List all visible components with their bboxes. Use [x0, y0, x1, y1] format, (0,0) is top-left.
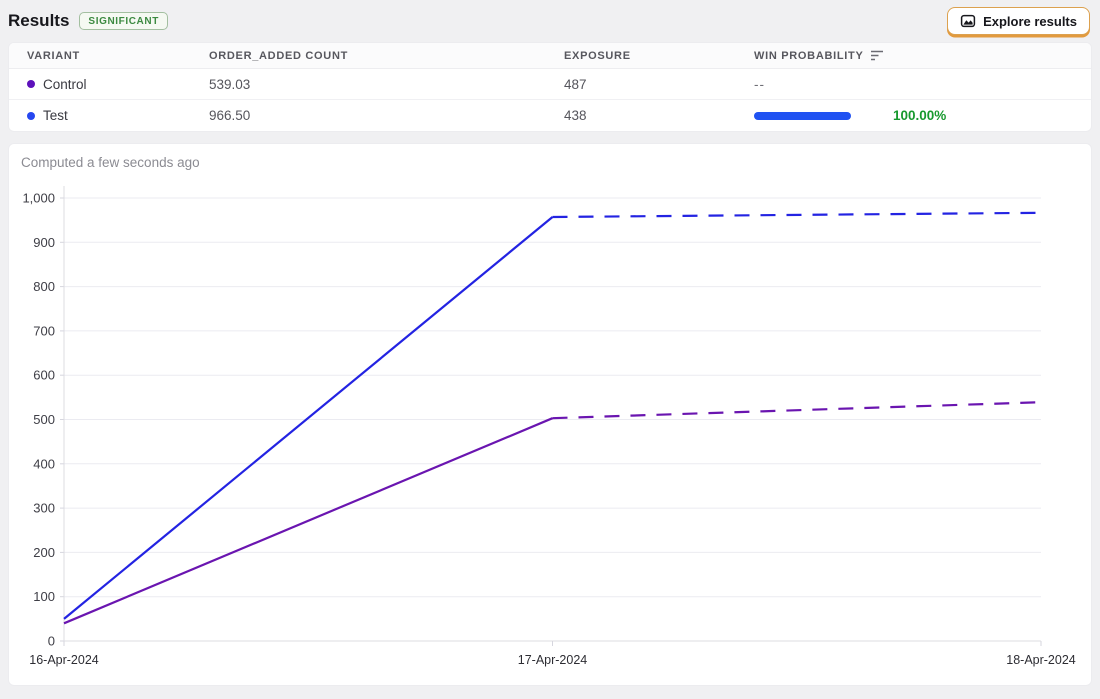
- results-table: VARIANT ORDER_ADDED COUNT EXPOSURE WIN P…: [8, 42, 1092, 132]
- test-color-dot: [27, 111, 35, 120]
- svg-text:200: 200: [33, 545, 55, 560]
- order-added-count-test: 966.50: [209, 108, 251, 123]
- svg-text:400: 400: [33, 456, 55, 471]
- svg-text:0: 0: [48, 634, 55, 649]
- results-header: Results SIGNIFICANT Explore results: [0, 0, 1100, 42]
- svg-text:500: 500: [33, 412, 55, 427]
- svg-text:700: 700: [33, 323, 55, 338]
- win-probability-value: 100.00%: [893, 108, 947, 123]
- explore-results-label: Explore results: [983, 13, 1077, 29]
- page-title: Results: [8, 10, 70, 30]
- significant-badge: SIGNIFICANT: [79, 11, 168, 30]
- table-row-control: Control 539.03 487 --: [9, 69, 1091, 100]
- control-color-dot: [27, 80, 35, 88]
- svg-text:600: 600: [33, 368, 55, 383]
- variant-cell-control: Control: [27, 77, 209, 92]
- column-header-variant: VARIANT: [27, 49, 80, 62]
- svg-text:17-Apr-2024: 17-Apr-2024: [518, 653, 588, 667]
- svg-text:16-Apr-2024: 16-Apr-2024: [29, 653, 99, 667]
- svg-text:18-Apr-2024: 18-Apr-2024: [1006, 653, 1076, 667]
- column-header-order-added-count: ORDER_ADDED COUNT: [209, 49, 349, 62]
- variant-label: Test: [43, 108, 68, 123]
- table-header-row: VARIANT ORDER_ADDED COUNT EXPOSURE WIN P…: [9, 43, 1091, 69]
- explore-chart-icon: [960, 13, 976, 29]
- table-row-test: Test 966.50 438 100.00%: [9, 100, 1091, 131]
- results-chart-card: Computed a few seconds ago 0 100 200 300 400…: [8, 143, 1092, 686]
- win-probability-empty: --: [754, 76, 765, 92]
- order-added-count-control: 539.03: [209, 76, 251, 92]
- column-header-win-probability: WIN PROBABILITY: [754, 50, 1091, 62]
- win-probability-test: 100.00%: [754, 108, 1091, 123]
- win-probability-control: --: [754, 77, 1091, 92]
- variant-label: Control: [43, 76, 87, 92]
- svg-text:100: 100: [33, 589, 55, 604]
- win-probability-bar: [754, 111, 851, 120]
- svg-text:1,000: 1,000: [22, 191, 55, 206]
- column-header-exposure: EXPOSURE: [564, 49, 631, 62]
- explore-results-button[interactable]: Explore results: [947, 6, 1090, 35]
- exposure-control: 487: [564, 76, 587, 92]
- svg-text:900: 900: [33, 235, 55, 250]
- results-line-chart[interactable]: 0 100 200 300 400 500 600 700 800 900 1,000 16-Apr-…: [9, 144, 1093, 687]
- svg-text:300: 300: [33, 501, 55, 516]
- exposure-test: 438: [564, 108, 587, 123]
- computed-timestamp: Computed a few seconds ago: [21, 155, 200, 170]
- sort-icon[interactable]: [870, 50, 884, 61]
- svg-text:800: 800: [33, 279, 55, 294]
- variant-cell-test: Test: [27, 108, 209, 123]
